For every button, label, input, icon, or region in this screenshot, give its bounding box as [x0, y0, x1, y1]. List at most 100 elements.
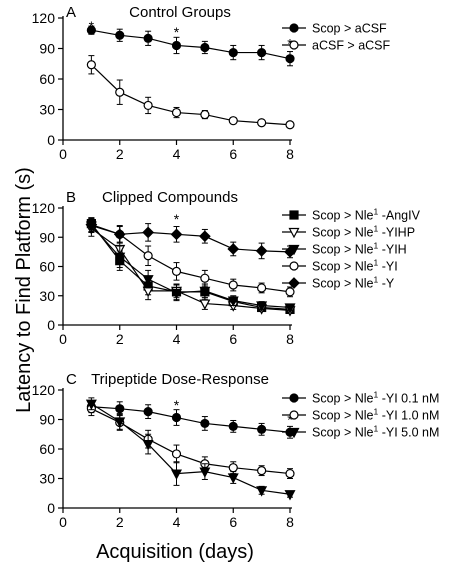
- legend-item: aCSF > aCSF: [282, 39, 391, 53]
- legend-marker: [289, 40, 299, 50]
- y-tick-label: 30: [39, 102, 55, 118]
- panel-c: 0 30 60 90 120 0 2 4 6 8 C Tripeptide Dose-Response…: [32, 371, 440, 530]
- x-tick-label: 4: [173, 331, 181, 347]
- data-point: [171, 266, 182, 276]
- y-tick-label: 90: [39, 229, 55, 245]
- data-point: [199, 286, 211, 298]
- data-point: [200, 42, 210, 53]
- y-tick-label: 120: [32, 10, 56, 26]
- data-point: [171, 449, 182, 459]
- data-point: [85, 218, 98, 231]
- legend-marker: [289, 393, 299, 403]
- legend-marker: [288, 427, 300, 439]
- data-point: [257, 466, 267, 476]
- x-tick-label: 0: [59, 146, 67, 162]
- data-point: [142, 275, 154, 286]
- data-point: [228, 421, 238, 431]
- data-point: [257, 118, 267, 128]
- panel-label: A: [66, 4, 76, 21]
- legend-label: Scop > Nle1 -AngIV: [312, 207, 421, 223]
- data-point: [143, 407, 153, 417]
- data-point: [228, 116, 238, 126]
- series-4: [86, 218, 295, 298]
- data-point: [228, 47, 238, 58]
- series-5: [85, 217, 296, 260]
- legend-marker: [288, 227, 300, 239]
- panel-title: Tripeptide Dose-Response: [91, 371, 269, 388]
- y-tick-label: 0: [47, 132, 55, 148]
- y-tick-label: 120: [32, 382, 56, 398]
- data-point: [86, 25, 96, 35]
- data-point: [171, 469, 182, 480]
- panel-label: B: [66, 189, 76, 206]
- legend-marker: [288, 244, 300, 256]
- significance-star: *: [174, 24, 180, 40]
- x-tick-label: 2: [116, 146, 124, 162]
- y-tick-label: 30: [39, 288, 55, 304]
- data-point: [284, 303, 296, 314]
- legend-item: Scop > aCSF: [282, 22, 387, 36]
- legend-item: Scop > Nle1 -AngIV: [282, 207, 421, 223]
- data-point: [256, 486, 268, 497]
- y-tick-label: 0: [47, 500, 55, 516]
- x-tick-label: 8: [286, 331, 294, 347]
- data-point: [142, 439, 154, 451]
- series-line: [91, 406, 291, 433]
- y-tick-label: 30: [39, 471, 55, 487]
- data-point: [115, 404, 125, 414]
- data-point: [114, 252, 126, 264]
- panel-b: 0 30 60 90 120 0 2 4 6 8 B Clipped Compounds * Scop >…: [32, 189, 421, 347]
- series-line: [90, 64, 291, 126]
- data-point: [85, 399, 97, 411]
- data-point: [227, 296, 239, 307]
- significance-star: *: [89, 18, 95, 34]
- y-tick-label: 60: [39, 71, 55, 87]
- data-point: [142, 286, 154, 298]
- data-point: [285, 120, 295, 130]
- series-2: [86, 55, 295, 130]
- data-point: [113, 228, 126, 241]
- y-tick-label: 90: [39, 412, 55, 428]
- legend-marker: [288, 277, 300, 289]
- data-point: [171, 107, 182, 118]
- y-tick-label: 90: [39, 41, 55, 57]
- data-point: [200, 273, 210, 283]
- legend-label: aCSF > aCSF: [312, 39, 391, 53]
- legend-marker: [289, 410, 299, 420]
- x-tick-label: 0: [59, 331, 67, 347]
- legend-item: Scop > Nle1 -YI 5.0 nM: [282, 424, 439, 440]
- data-point: [199, 230, 211, 243]
- legend-label: Scop > Nle1 -YIHP: [312, 224, 415, 240]
- y-axis-title: Latency to Find Platform (s): [13, 167, 35, 413]
- y-tick-label: 120: [32, 200, 56, 216]
- legend-label: Scop > Nle1 -YI 0.1 nM: [312, 390, 439, 406]
- data-point: [255, 245, 268, 257]
- y-tick-label: 60: [39, 259, 55, 275]
- data-point: [284, 490, 296, 501]
- legend-label: Scop > Nle1 -YI 1.0 nM: [312, 407, 439, 423]
- data-point: [257, 424, 267, 434]
- legend-item: Scop > Nle1 -YI 1.0 nM: [282, 407, 439, 423]
- series-3: [85, 397, 296, 501]
- legend-item: Scop > Nle1 -Y: [282, 275, 395, 291]
- legend-item: Scop > Nle1 -YIH: [282, 241, 407, 257]
- data-point: [171, 412, 182, 423]
- legend-label: Scop > Nle1 -YI 5.0 nM: [312, 424, 439, 440]
- data-point: [143, 251, 153, 261]
- data-point: [200, 418, 210, 429]
- x-tick-label: 2: [116, 514, 124, 530]
- x-tick-label: 6: [229, 331, 237, 347]
- data-point: [199, 467, 211, 478]
- data-point: [256, 301, 268, 312]
- significance-star: *: [174, 211, 180, 227]
- series-line: [91, 403, 291, 495]
- series-line: [91, 29, 291, 60]
- x-tick-label: 8: [286, 514, 294, 530]
- x-tick-label: 4: [173, 146, 181, 162]
- data-point: [115, 87, 125, 97]
- data-point: [228, 463, 238, 473]
